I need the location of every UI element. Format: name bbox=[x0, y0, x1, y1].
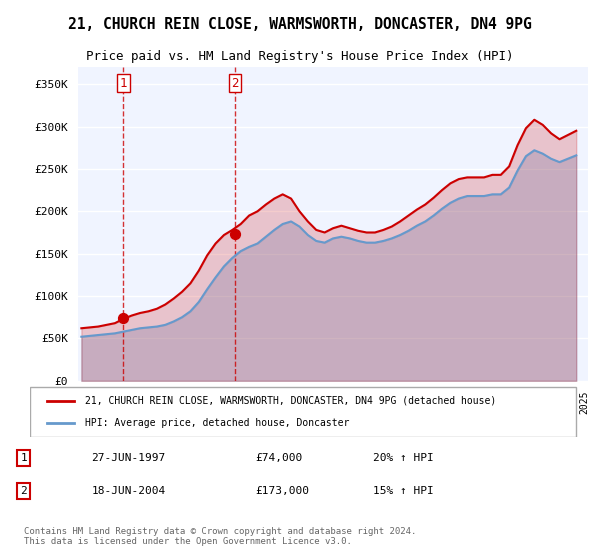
Text: 27-JUN-1997: 27-JUN-1997 bbox=[91, 453, 166, 463]
Text: 21, CHURCH REIN CLOSE, WARMSWORTH, DONCASTER, DN4 9PG: 21, CHURCH REIN CLOSE, WARMSWORTH, DONCA… bbox=[68, 17, 532, 32]
Text: Price paid vs. HM Land Registry's House Price Index (HPI): Price paid vs. HM Land Registry's House … bbox=[86, 50, 514, 63]
Text: 2: 2 bbox=[232, 77, 239, 90]
Text: 18-JUN-2004: 18-JUN-2004 bbox=[91, 486, 166, 496]
Text: 21, CHURCH REIN CLOSE, WARMSWORTH, DONCASTER, DN4 9PG (detached house): 21, CHURCH REIN CLOSE, WARMSWORTH, DONCA… bbox=[85, 395, 496, 405]
Text: £173,000: £173,000 bbox=[255, 486, 309, 496]
Point bbox=[118, 314, 128, 323]
Text: HPI: Average price, detached house, Doncaster: HPI: Average price, detached house, Donc… bbox=[85, 418, 350, 428]
Text: 2: 2 bbox=[20, 486, 27, 496]
FancyBboxPatch shape bbox=[30, 387, 577, 437]
Text: 20% ↑ HPI: 20% ↑ HPI bbox=[373, 453, 434, 463]
Text: 15% ↑ HPI: 15% ↑ HPI bbox=[373, 486, 434, 496]
Point bbox=[230, 230, 240, 239]
Text: 1: 1 bbox=[119, 77, 127, 90]
Text: Contains HM Land Registry data © Crown copyright and database right 2024.
This d: Contains HM Land Registry data © Crown c… bbox=[23, 526, 416, 546]
Text: 1: 1 bbox=[20, 453, 27, 463]
Text: £74,000: £74,000 bbox=[255, 453, 302, 463]
